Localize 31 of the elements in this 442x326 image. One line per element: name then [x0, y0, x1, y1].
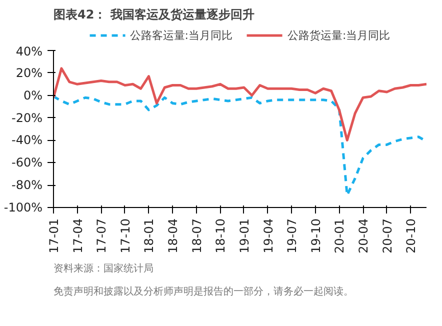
x-tick-label: 20-04 — [356, 218, 371, 254]
x-tick-label: 19-04 — [261, 218, 276, 254]
chart-title: 图表42： 我国客运及货运量逐步回升 — [54, 8, 254, 22]
x-tick-label: 17-04 — [70, 218, 85, 254]
x-tick-label: 20-01 — [332, 218, 347, 254]
legend-label: 公路客运量:当月同比 — [130, 28, 232, 42]
line-series — [54, 67, 426, 142]
y-tick-label: -20% — [12, 110, 43, 125]
y-tick-label: -100% — [4, 200, 43, 214]
x-tick-label: 19-10 — [308, 218, 323, 254]
y-tick-label: 20% — [16, 66, 42, 80]
x-tick-label: 18-10 — [214, 218, 228, 254]
line-series — [54, 95, 426, 196]
x-tick-label: 18-01 — [142, 218, 156, 254]
y-tick-label: -60% — [12, 156, 43, 170]
x-tick-label: 17-10 — [118, 218, 132, 254]
legend-label: 公路货运量:当月同比 — [288, 28, 390, 42]
text: 免责声明和披露以及分析师声明是报告的一部分，请务必一起阅读。 — [54, 286, 354, 298]
x-tick-label: 17-01 — [47, 218, 61, 254]
x-tick-label: 20-07 — [380, 218, 394, 254]
x-tick-label: 18-04 — [166, 218, 180, 254]
text: 资料来源：国家统计局 — [54, 262, 154, 274]
x-tick-label: 18-07 — [190, 218, 204, 254]
y-tick-label: -80% — [12, 178, 43, 192]
y-tick-label: 40% — [16, 44, 42, 58]
x-tick-label: 19-07 — [285, 218, 300, 254]
x-tick-label: 17-07 — [94, 218, 109, 254]
y-tick-label: 0% — [23, 88, 43, 102]
y-tick-label: -40% — [12, 133, 43, 148]
x-tick-label: 19-01 — [237, 218, 252, 254]
x-tick-label: 20-10 — [404, 218, 418, 254]
